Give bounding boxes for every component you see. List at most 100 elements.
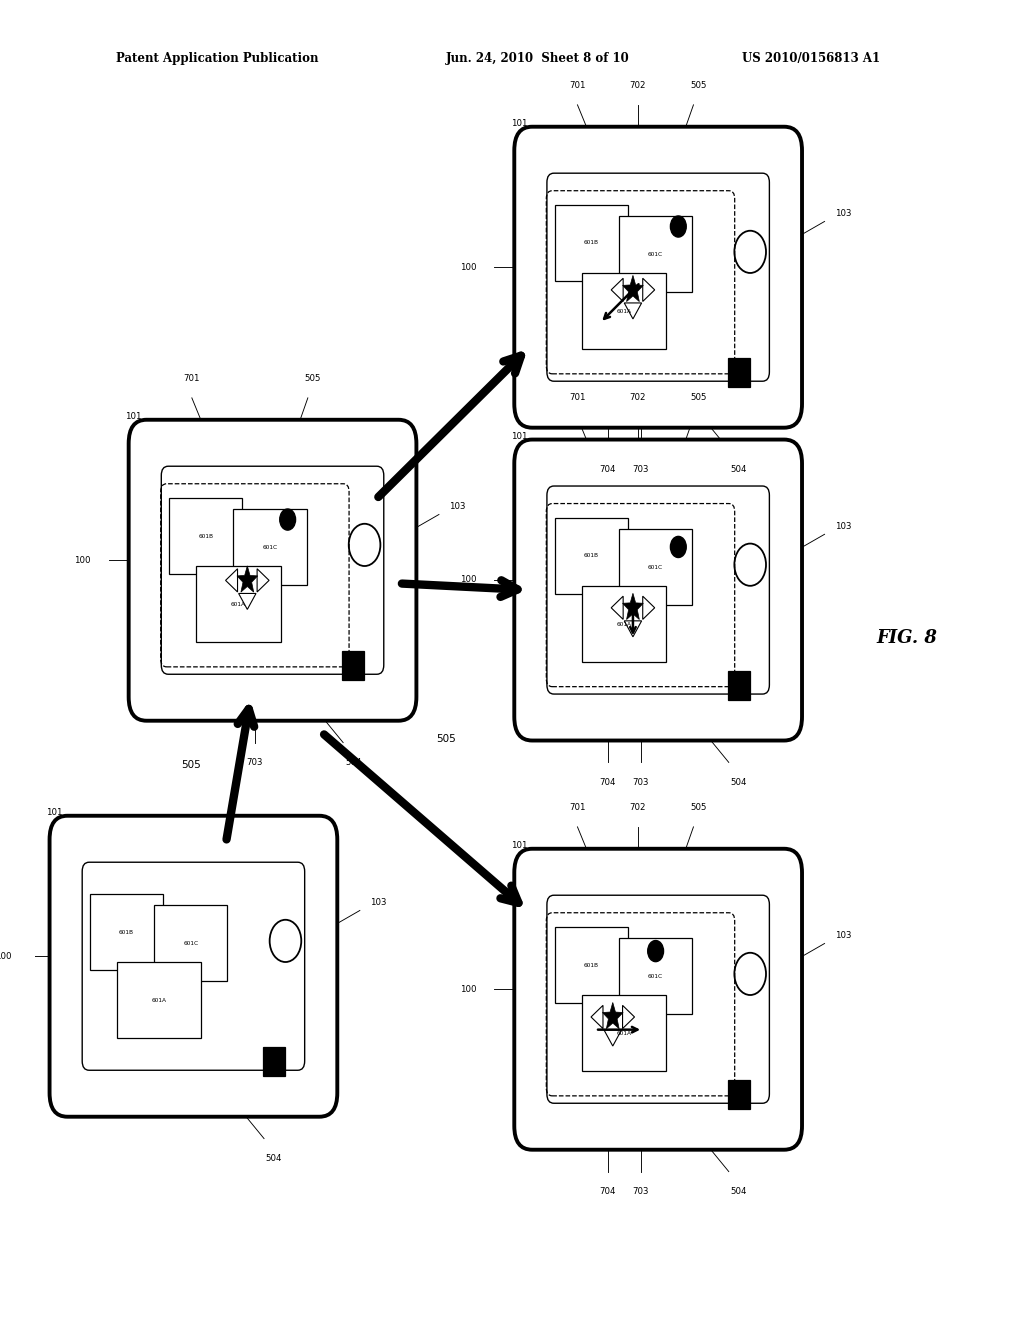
Polygon shape	[237, 566, 258, 593]
Bar	[582, 995, 667, 1072]
Text: 601A: 601A	[152, 998, 167, 1003]
FancyBboxPatch shape	[129, 420, 417, 721]
Text: 505: 505	[304, 374, 322, 383]
Text: 704: 704	[599, 777, 616, 787]
Text: 100: 100	[460, 985, 476, 994]
Polygon shape	[623, 593, 643, 619]
Text: 103: 103	[835, 523, 851, 531]
Bar	[582, 586, 667, 663]
Text: 103: 103	[450, 503, 466, 511]
Circle shape	[734, 231, 766, 273]
Bar	[620, 529, 692, 606]
Text: 601B: 601B	[584, 553, 599, 558]
Circle shape	[734, 544, 766, 586]
Text: 703: 703	[632, 1187, 649, 1196]
Bar	[555, 927, 628, 1003]
Text: 702: 702	[630, 393, 646, 403]
Text: 701: 701	[569, 393, 586, 403]
Bar	[169, 498, 243, 574]
FancyBboxPatch shape	[514, 849, 802, 1150]
Bar	[263, 1047, 285, 1076]
Text: 101: 101	[511, 119, 527, 128]
Text: 703: 703	[247, 758, 263, 767]
FancyBboxPatch shape	[162, 466, 384, 675]
Polygon shape	[623, 276, 643, 301]
Text: 703: 703	[632, 465, 649, 474]
Text: 601A: 601A	[616, 622, 632, 627]
FancyBboxPatch shape	[547, 486, 769, 694]
Text: 100: 100	[460, 263, 476, 272]
Circle shape	[734, 953, 766, 995]
Text: 601C: 601C	[183, 941, 199, 946]
Text: 504: 504	[345, 758, 361, 767]
Bar	[555, 205, 628, 281]
FancyBboxPatch shape	[49, 816, 337, 1117]
Text: Jun. 24, 2010  Sheet 8 of 10: Jun. 24, 2010 Sheet 8 of 10	[445, 51, 630, 65]
Text: 704: 704	[599, 465, 616, 474]
Text: 505: 505	[690, 393, 707, 403]
Text: 704: 704	[599, 1187, 616, 1196]
Bar	[728, 671, 750, 700]
Circle shape	[280, 510, 296, 531]
Text: 504: 504	[730, 465, 748, 474]
Bar	[728, 1080, 750, 1109]
Text: Patent Application Publication: Patent Application Publication	[117, 51, 318, 65]
Circle shape	[671, 536, 686, 557]
Text: 505: 505	[690, 803, 707, 812]
Text: 505: 505	[435, 734, 456, 744]
Text: 101: 101	[511, 841, 527, 850]
FancyBboxPatch shape	[547, 895, 769, 1104]
Bar	[90, 894, 163, 970]
Text: 702: 702	[630, 81, 646, 90]
FancyBboxPatch shape	[547, 173, 769, 381]
Text: 601B: 601B	[199, 533, 213, 539]
FancyBboxPatch shape	[514, 127, 802, 428]
FancyBboxPatch shape	[82, 862, 305, 1071]
Text: 601A: 601A	[616, 309, 632, 314]
Text: 103: 103	[370, 899, 386, 907]
Polygon shape	[602, 1002, 624, 1028]
Bar	[620, 216, 692, 293]
Text: 103: 103	[835, 210, 851, 218]
Text: 100: 100	[460, 576, 476, 585]
Bar	[118, 962, 202, 1039]
Text: 702: 702	[630, 803, 646, 812]
Text: 701: 701	[183, 374, 200, 383]
Bar	[155, 906, 227, 982]
Text: 601A: 601A	[616, 1031, 632, 1036]
Text: 504: 504	[730, 777, 748, 787]
Bar	[582, 273, 667, 350]
Text: 100: 100	[0, 952, 12, 961]
Text: 601C: 601C	[648, 252, 664, 257]
Bar	[197, 566, 281, 643]
Circle shape	[648, 941, 664, 962]
Text: 703: 703	[632, 777, 649, 787]
Bar	[620, 939, 692, 1015]
Text: 601B: 601B	[584, 240, 599, 246]
Text: 103: 103	[835, 932, 851, 940]
Circle shape	[671, 216, 686, 238]
Text: 601C: 601C	[262, 545, 278, 550]
Text: FIG. 8: FIG. 8	[877, 628, 938, 647]
Bar	[342, 651, 365, 680]
Bar	[728, 358, 750, 387]
Text: 701: 701	[569, 81, 586, 90]
Text: 101: 101	[125, 412, 141, 421]
Text: 601C: 601C	[648, 974, 664, 979]
Text: 701: 701	[569, 803, 586, 812]
Text: 100: 100	[75, 556, 91, 565]
Text: 101: 101	[46, 808, 62, 817]
Bar	[233, 510, 306, 586]
Text: 601B: 601B	[584, 962, 599, 968]
Text: 505: 505	[690, 81, 707, 90]
FancyBboxPatch shape	[514, 440, 802, 741]
Circle shape	[349, 524, 380, 566]
Text: 601C: 601C	[648, 565, 664, 570]
Text: 601A: 601A	[231, 602, 246, 607]
Text: 505: 505	[181, 760, 202, 771]
Bar	[555, 517, 628, 594]
Text: 504: 504	[730, 1187, 748, 1196]
Text: 601B: 601B	[119, 929, 134, 935]
Text: 101: 101	[511, 432, 527, 441]
Circle shape	[269, 920, 301, 962]
